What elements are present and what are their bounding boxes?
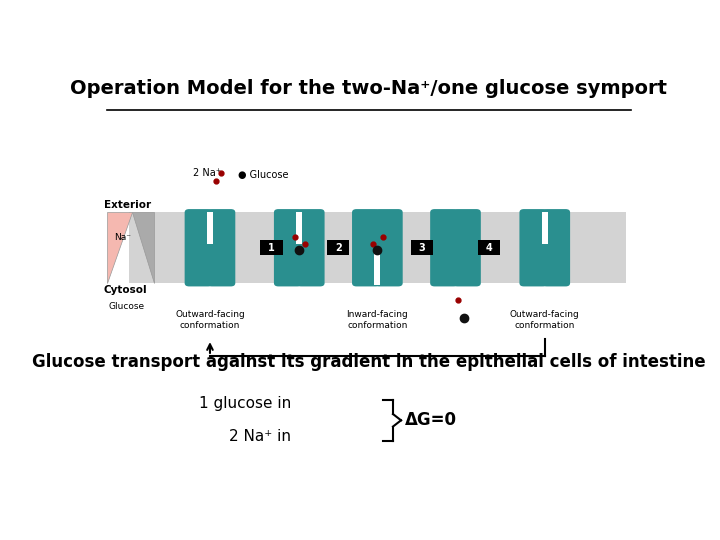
FancyBboxPatch shape xyxy=(296,264,303,285)
Polygon shape xyxy=(132,212,154,283)
FancyBboxPatch shape xyxy=(296,212,302,244)
FancyBboxPatch shape xyxy=(519,209,547,286)
FancyBboxPatch shape xyxy=(274,209,302,286)
Text: Cytosol: Cytosol xyxy=(104,285,148,295)
FancyBboxPatch shape xyxy=(374,211,381,231)
Text: Outward-facing
conformation: Outward-facing conformation xyxy=(175,310,245,330)
Text: 1 glucose in: 1 glucose in xyxy=(199,396,291,411)
FancyBboxPatch shape xyxy=(129,212,626,283)
Text: Na⁻: Na⁻ xyxy=(114,233,131,241)
Text: 2: 2 xyxy=(335,243,342,253)
FancyBboxPatch shape xyxy=(411,240,433,255)
FancyBboxPatch shape xyxy=(352,209,380,286)
Text: Inward-facing
conformation: Inward-facing conformation xyxy=(346,310,408,330)
Text: Glucose: Glucose xyxy=(109,302,145,311)
Text: Outward-facing
conformation: Outward-facing conformation xyxy=(510,310,580,330)
FancyBboxPatch shape xyxy=(207,212,213,244)
Polygon shape xyxy=(107,212,132,283)
Text: Exterior: Exterior xyxy=(104,200,151,210)
FancyBboxPatch shape xyxy=(184,209,212,286)
FancyBboxPatch shape xyxy=(542,209,570,286)
FancyBboxPatch shape xyxy=(541,264,549,285)
Text: ● Glucose: ● Glucose xyxy=(238,170,289,180)
Text: ΔG=0: ΔG=0 xyxy=(405,411,457,429)
Text: 2 Na⁺ in: 2 Na⁺ in xyxy=(229,429,291,444)
FancyBboxPatch shape xyxy=(430,209,458,286)
FancyBboxPatch shape xyxy=(327,240,349,255)
Text: 3: 3 xyxy=(418,243,426,253)
FancyBboxPatch shape xyxy=(374,253,380,285)
FancyBboxPatch shape xyxy=(207,209,235,286)
FancyBboxPatch shape xyxy=(541,212,548,244)
Text: 2 Na⁺: 2 Na⁺ xyxy=(193,168,221,178)
Text: 4: 4 xyxy=(485,243,492,253)
FancyBboxPatch shape xyxy=(375,209,402,286)
Text: 1: 1 xyxy=(268,243,275,253)
FancyBboxPatch shape xyxy=(260,240,282,255)
FancyBboxPatch shape xyxy=(207,264,214,285)
Text: Glucose transport against its gradient in the epithelial cells of intestine: Glucose transport against its gradient i… xyxy=(32,353,706,371)
Text: Operation Model for the two-Na⁺/one glucose symport: Operation Model for the two-Na⁺/one gluc… xyxy=(71,79,667,98)
FancyBboxPatch shape xyxy=(453,209,481,286)
FancyBboxPatch shape xyxy=(297,209,325,286)
FancyBboxPatch shape xyxy=(478,240,500,255)
